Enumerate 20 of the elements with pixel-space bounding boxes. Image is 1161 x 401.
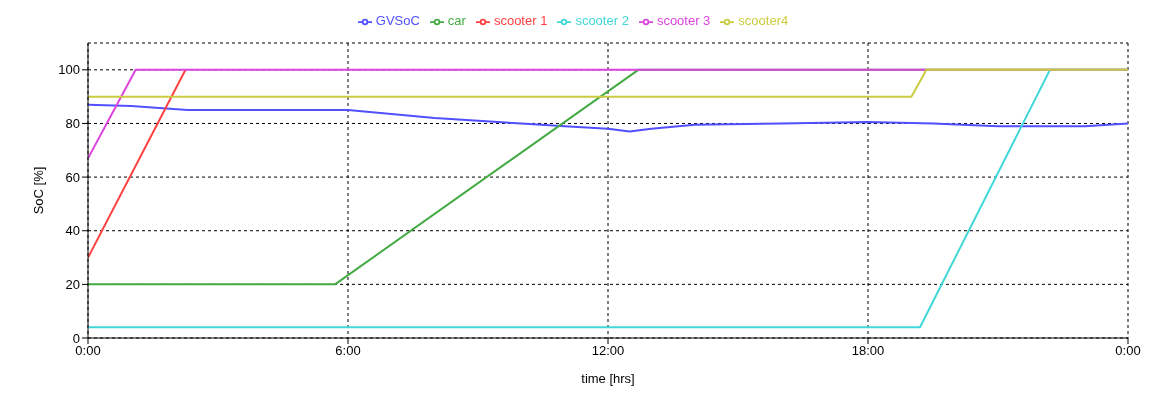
x-tick-label: 6:00 <box>335 343 361 359</box>
x-tick-label: 12:00 <box>591 343 625 359</box>
y-axis-title: SoC [%] <box>30 166 46 215</box>
y-tick-label: 0 <box>72 330 80 346</box>
legend-label: scooter 1 <box>493 13 548 28</box>
legend-label: car <box>447 13 466 28</box>
legend-label: scooter 3 <box>656 13 711 28</box>
y-tick-label: 80 <box>65 116 80 132</box>
y-tick-label: 60 <box>65 169 80 185</box>
x-tick-label: 0:00 <box>75 343 101 359</box>
x-tick-label: 0:00 <box>1115 343 1141 359</box>
y-tick-label: 20 <box>65 276 80 292</box>
y-tick-label: 100 <box>58 62 80 78</box>
x-tick-label: 18:00 <box>851 343 885 359</box>
line-series <box>88 103 1128 133</box>
x-axis-title: time [hrs] <box>581 371 635 386</box>
legend-label: scooter 2 <box>575 13 629 28</box>
legend-label: GVSoC <box>375 13 420 28</box>
legend-label: scooter4 <box>738 13 789 28</box>
y-tick-label: 40 <box>65 223 80 239</box>
